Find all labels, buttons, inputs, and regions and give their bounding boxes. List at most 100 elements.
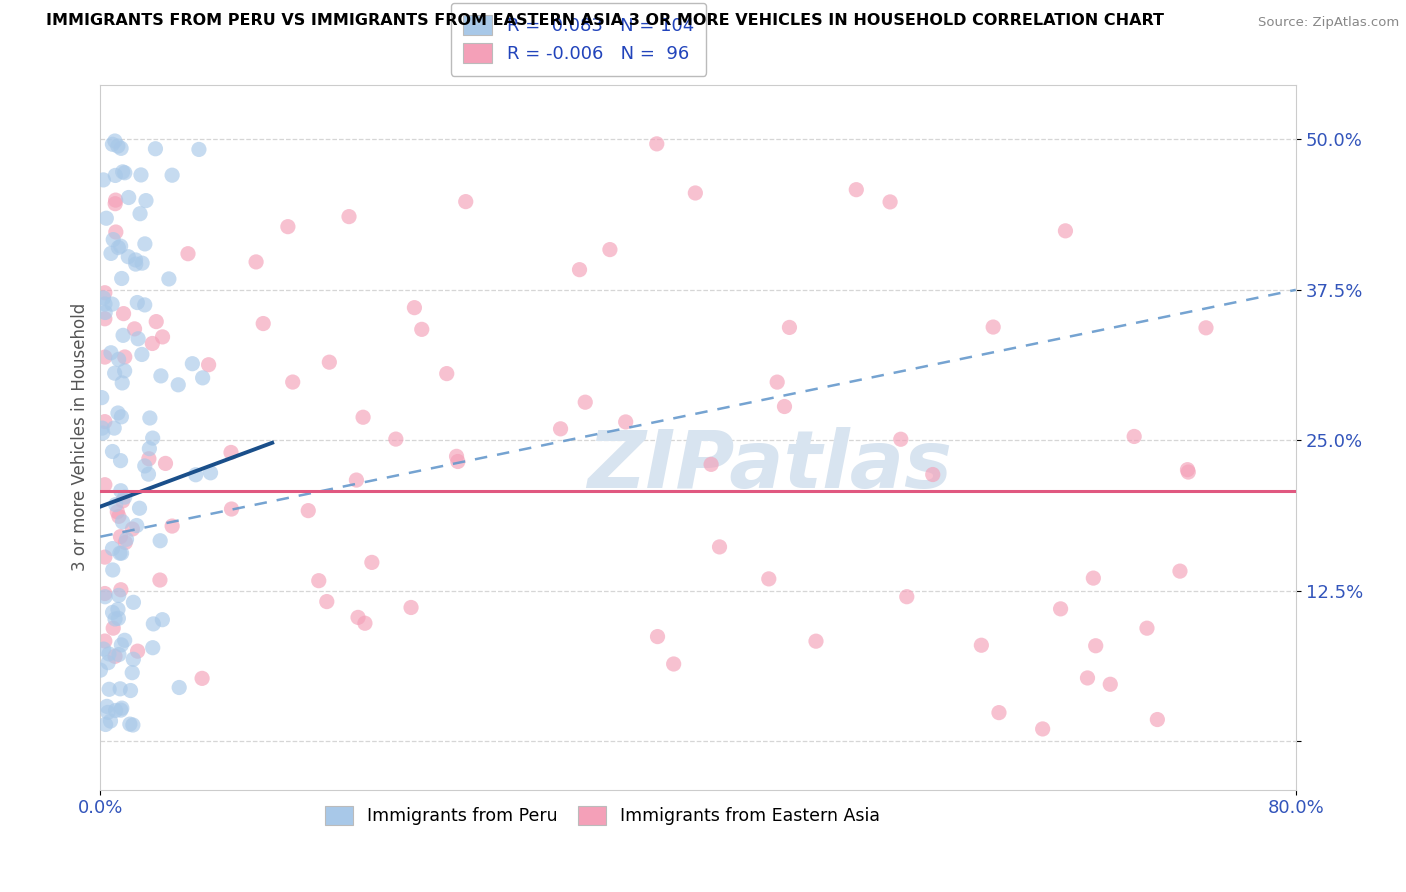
- Point: [127, 644, 149, 658]
- Point: [125, 518, 148, 533]
- Point: [354, 616, 377, 631]
- Point: [318, 355, 340, 369]
- Point: [97, 706, 120, 720]
- Point: [614, 415, 637, 429]
- Point: [107, 352, 129, 367]
- Point: [104, 366, 127, 380]
- Point: [160, 168, 183, 182]
- Point: [114, 350, 136, 364]
- Point: [149, 573, 172, 587]
- Point: [970, 638, 993, 652]
- Point: [110, 239, 132, 253]
- Point: [184, 467, 207, 482]
- Point: [352, 410, 374, 425]
- Point: [1168, 564, 1191, 578]
- Point: [93, 291, 115, 305]
- Point: [360, 555, 382, 569]
- Point: [111, 515, 134, 529]
- Point: [1146, 713, 1168, 727]
- Legend: Immigrants from Peru, Immigrants from Eastern Asia: Immigrants from Peru, Immigrants from Ea…: [316, 797, 889, 834]
- Point: [138, 442, 160, 456]
- Point: [550, 422, 572, 436]
- Point: [100, 246, 122, 260]
- Point: [108, 648, 131, 662]
- Point: [1123, 429, 1146, 443]
- Point: [766, 375, 789, 389]
- Point: [101, 541, 124, 556]
- Point: [108, 546, 131, 560]
- Point: [94, 634, 117, 648]
- Point: [93, 642, 115, 657]
- Point: [1084, 639, 1107, 653]
- Point: [101, 137, 124, 152]
- Point: [110, 483, 132, 498]
- Point: [177, 246, 200, 260]
- Point: [221, 502, 243, 516]
- Point: [134, 298, 156, 312]
- Point: [135, 194, 157, 208]
- Point: [446, 450, 468, 464]
- Point: [118, 717, 141, 731]
- Point: [111, 376, 134, 390]
- Point: [111, 701, 134, 715]
- Point: [101, 606, 124, 620]
- Point: [121, 522, 143, 536]
- Text: IMMIGRANTS FROM PERU VS IMMIGRANTS FROM EASTERN ASIA 3 OR MORE VEHICLES IN HOUSE: IMMIGRANTS FROM PERU VS IMMIGRANTS FROM …: [45, 13, 1164, 29]
- Point: [315, 594, 337, 608]
- Point: [121, 665, 143, 680]
- Text: Source: ZipAtlas.com: Source: ZipAtlas.com: [1258, 16, 1399, 29]
- Point: [187, 143, 209, 157]
- Point: [122, 718, 145, 732]
- Point: [108, 681, 131, 696]
- Point: [94, 297, 117, 311]
- Point: [129, 168, 152, 182]
- Point: [1083, 571, 1105, 585]
- Point: [103, 421, 125, 435]
- Point: [1136, 621, 1159, 635]
- Point: [1099, 677, 1122, 691]
- Point: [101, 297, 124, 311]
- Point: [896, 590, 918, 604]
- Point: [104, 169, 127, 183]
- Point: [128, 501, 150, 516]
- Point: [758, 572, 780, 586]
- Point: [104, 134, 127, 148]
- Point: [110, 409, 132, 424]
- Point: [399, 600, 422, 615]
- Point: [709, 540, 731, 554]
- Point: [134, 458, 156, 473]
- Point: [645, 136, 668, 151]
- Text: ZIPatlas: ZIPatlas: [588, 426, 952, 505]
- Point: [118, 190, 141, 204]
- Point: [662, 657, 685, 671]
- Point: [91, 426, 114, 441]
- Point: [773, 400, 796, 414]
- Point: [1049, 602, 1071, 616]
- Point: [107, 602, 129, 616]
- Point: [191, 371, 214, 385]
- Point: [1054, 224, 1077, 238]
- Point: [114, 535, 136, 549]
- Point: [107, 139, 129, 153]
- Point: [94, 717, 117, 731]
- Point: [142, 616, 165, 631]
- Point: [129, 207, 152, 221]
- Point: [104, 225, 127, 239]
- Point: [1177, 465, 1199, 479]
- Point: [921, 467, 943, 482]
- Point: [245, 255, 267, 269]
- Point: [778, 320, 800, 334]
- Point: [127, 295, 149, 310]
- Point: [110, 703, 132, 717]
- Point: [145, 142, 167, 156]
- Point: [404, 301, 426, 315]
- Point: [93, 173, 115, 187]
- Point: [685, 186, 707, 200]
- Point: [568, 262, 591, 277]
- Point: [138, 467, 160, 482]
- Point: [1076, 671, 1098, 685]
- Point: [142, 640, 165, 655]
- Point: [110, 141, 132, 155]
- Point: [114, 633, 136, 648]
- Point: [1195, 321, 1218, 335]
